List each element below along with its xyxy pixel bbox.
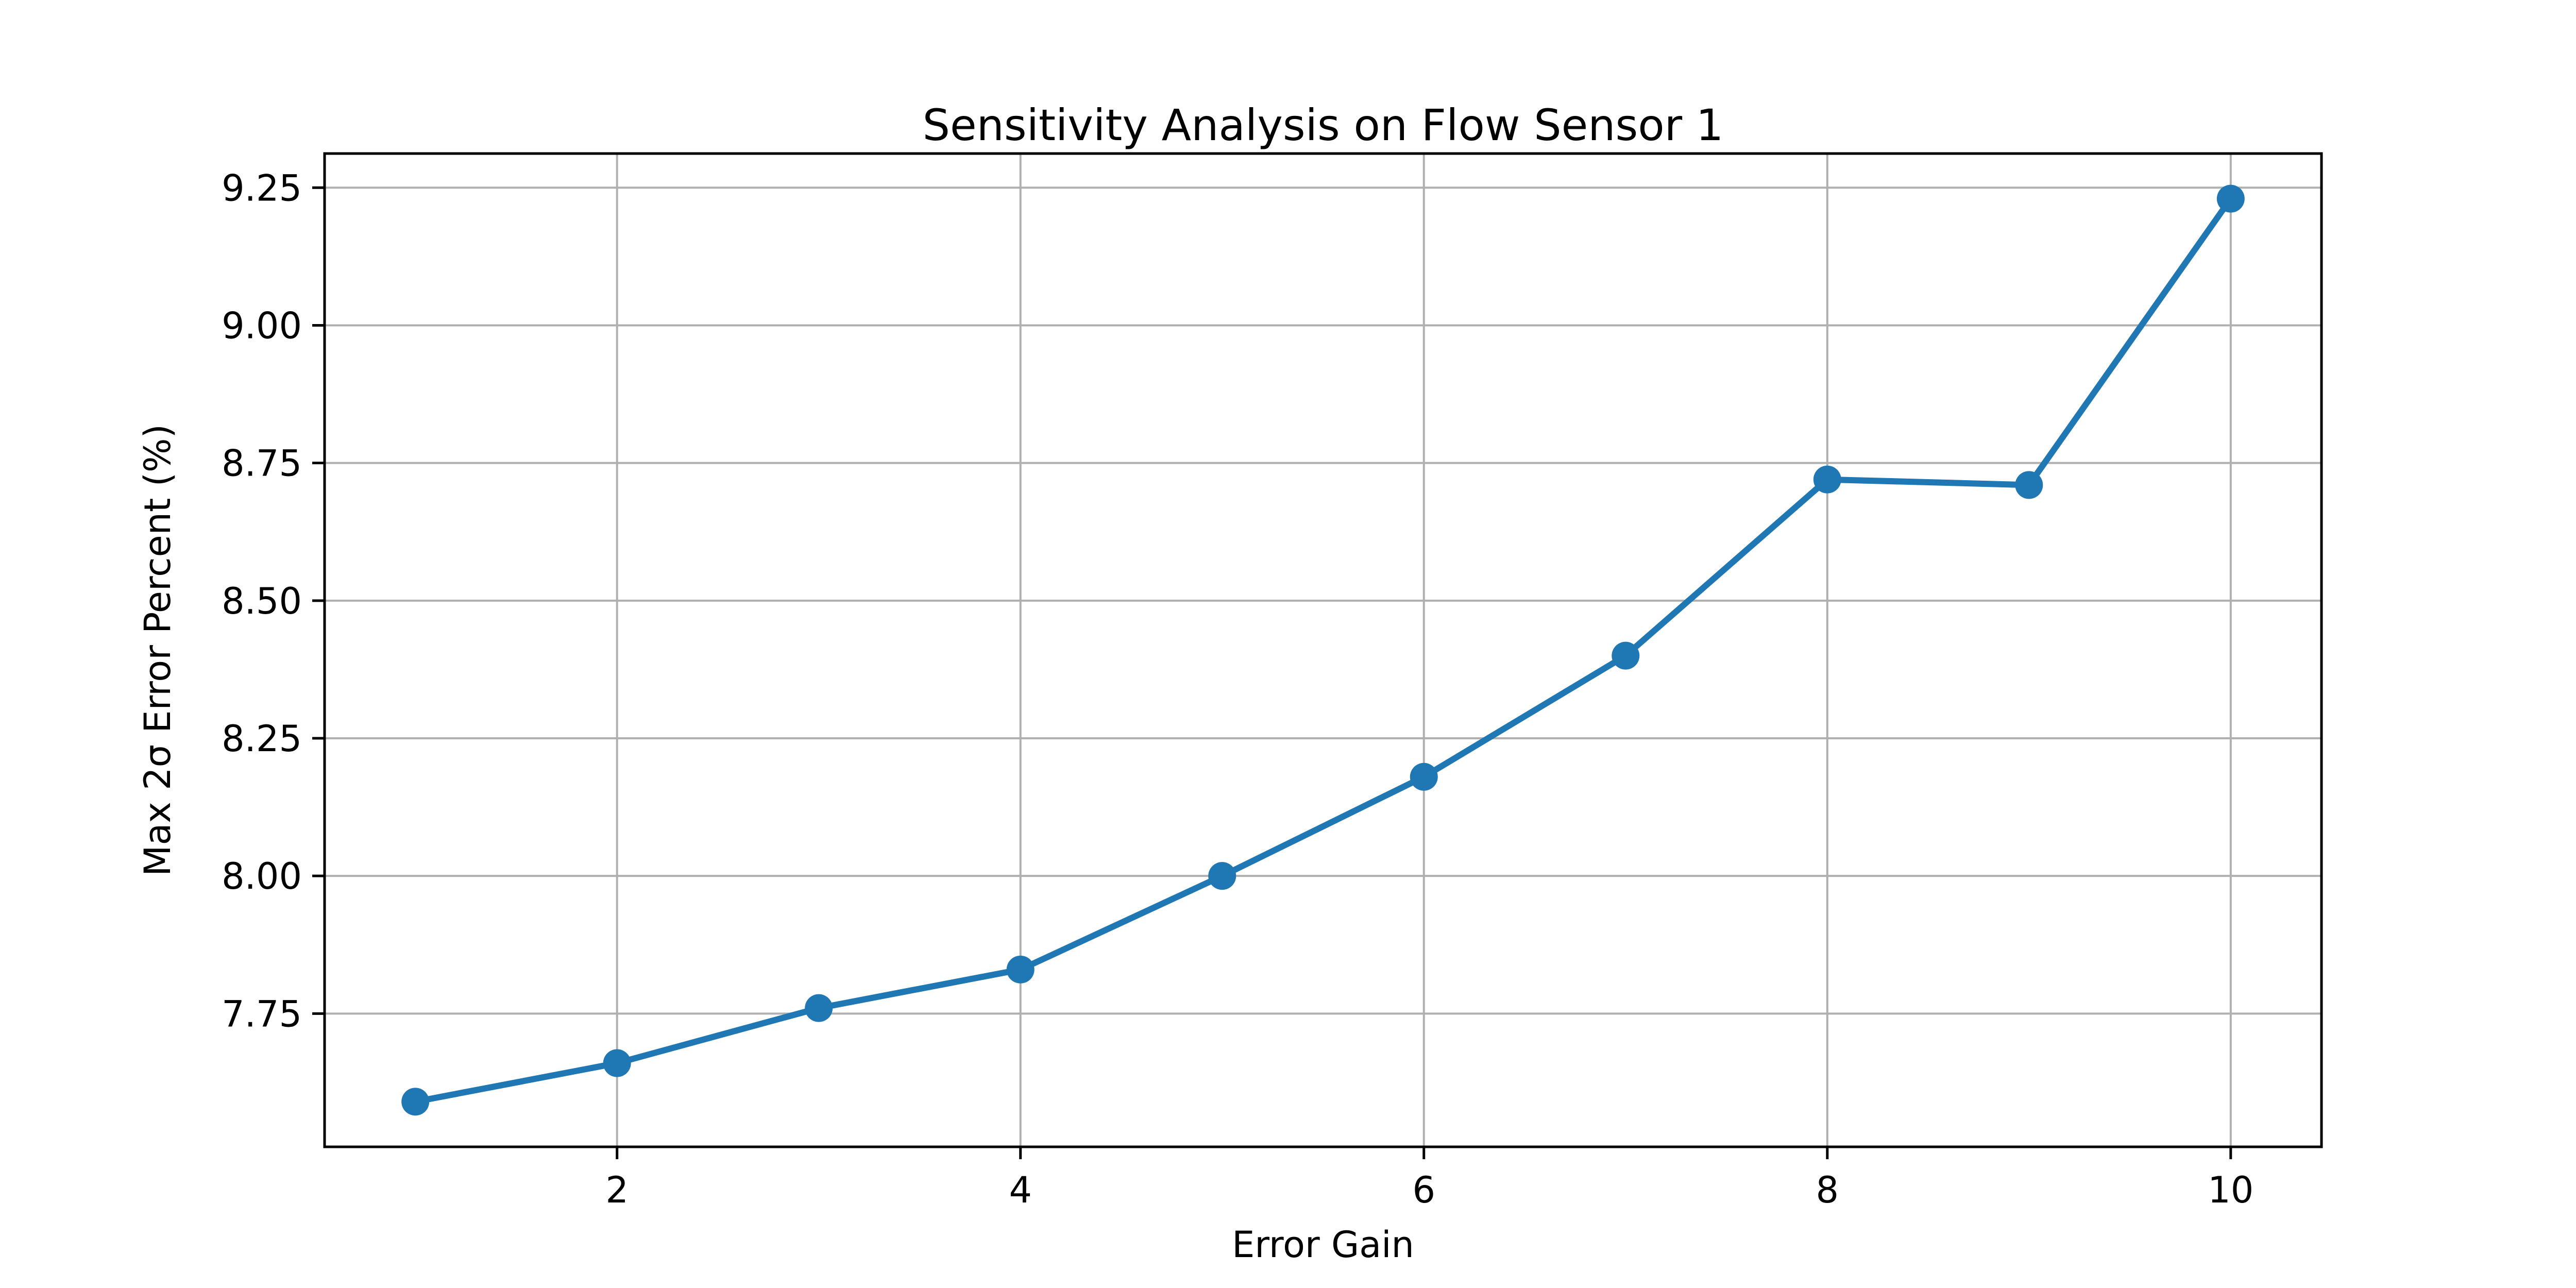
- data-point-marker: [1410, 762, 1438, 791]
- y-tick-label: 9.00: [222, 304, 302, 347]
- x-tick-label: 6: [1412, 1169, 1435, 1211]
- tick-label-layer: 2 4 6 8 10 7.75 8.00 8.25 8.50 8.75 9.00 9.25: [222, 167, 2253, 1211]
- y-tick-label: 8.75: [222, 443, 302, 485]
- y-axis-label: Max 2σ Error Percent (%): [137, 424, 179, 876]
- y-tick-label: 8.00: [222, 855, 302, 897]
- data-point-marker: [805, 994, 833, 1022]
- grid-layer: [325, 154, 2321, 1147]
- plot-area: [323, 152, 2323, 1148]
- data-line: [412, 195, 2234, 1105]
- y-tick-label: 8.50: [222, 580, 302, 622]
- data-point-marker: [1813, 465, 1841, 494]
- data-point-marker: [1208, 862, 1236, 890]
- data-point-marker: [2216, 184, 2245, 213]
- x-axis-label: Error Gain: [1232, 1224, 1414, 1266]
- x-tick-label: 8: [1816, 1169, 1839, 1211]
- x-tick-label: 10: [2208, 1169, 2253, 1211]
- chart-title: Sensitivity Analysis on Flow Sensor 1: [923, 100, 1724, 150]
- data-point-marker: [1612, 641, 1640, 670]
- data-series-layer: [401, 184, 2245, 1116]
- data-point-marker: [2015, 471, 2043, 499]
- tick-layer: [312, 186, 2232, 1159]
- y-tick-label: 7.75: [222, 993, 302, 1035]
- data-point-marker: [401, 1088, 430, 1116]
- data-point-marker: [603, 1049, 631, 1077]
- y-tick-label: 9.25: [222, 167, 302, 209]
- y-tick-label: 8.25: [222, 718, 302, 760]
- x-tick-label: 4: [1009, 1169, 1032, 1211]
- data-point-marker: [1006, 955, 1035, 984]
- x-tick-label: 2: [605, 1169, 629, 1211]
